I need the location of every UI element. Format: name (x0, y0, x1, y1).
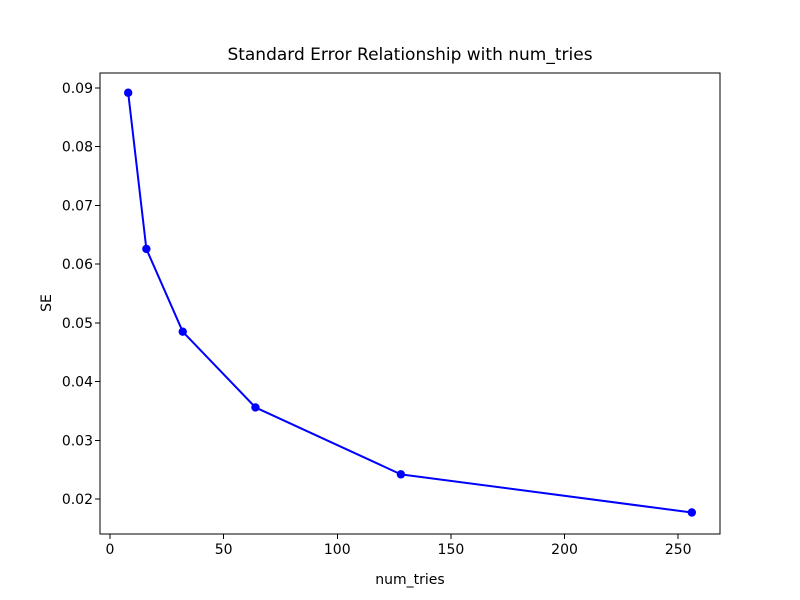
y-tick-label: 0.06 (62, 257, 93, 273)
y-tick-label: 0.07 (62, 198, 93, 214)
x-tick-label: 150 (438, 542, 465, 558)
y-axis-label: SE (39, 294, 55, 312)
x-tick-label: 200 (551, 542, 578, 558)
x-axis-label: num_tries (375, 572, 445, 588)
y-tick-label: 0.03 (62, 433, 93, 449)
x-tick-label: 0 (106, 542, 115, 558)
y-tick-label: 0.04 (62, 375, 93, 391)
data-line (127, 91, 693, 514)
data-point (123, 88, 133, 97)
x-tick-label: 250 (665, 542, 692, 558)
axes-spines (99, 72, 721, 535)
x-tick-label: 100 (324, 542, 351, 558)
y-tick-label: 0.08 (62, 140, 93, 156)
x-tick-label: 50 (215, 542, 233, 558)
y-tick-label: 0.05 (62, 316, 93, 332)
data-point (687, 508, 697, 517)
y-tick-label: 0.02 (62, 492, 93, 508)
chart-title: Standard Error Relationship with num_tri… (227, 45, 593, 65)
y-tick-label: 0.09 (62, 81, 93, 97)
data-point (178, 327, 187, 336)
data-point (142, 244, 151, 254)
data-point (396, 470, 406, 479)
data-point (251, 403, 260, 412)
